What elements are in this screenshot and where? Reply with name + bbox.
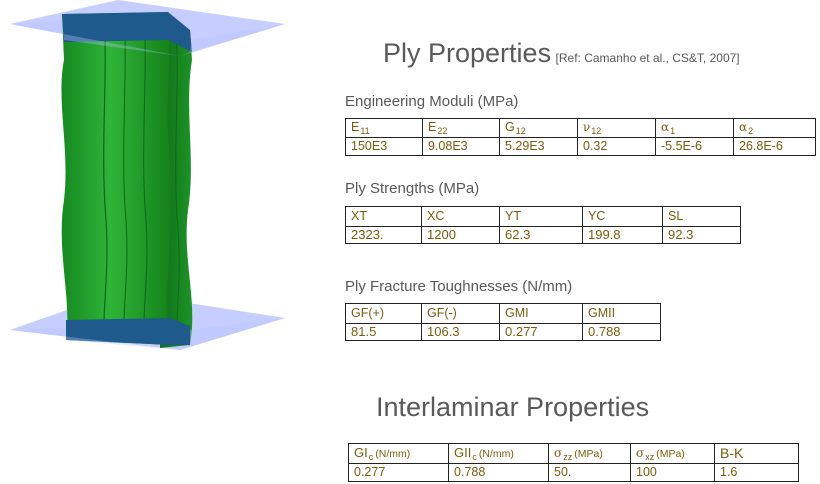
fracture-toughness-label: Ply Fracture Toughnesses (N/mm) bbox=[345, 278, 573, 295]
value-cell: 0.277 bbox=[348, 463, 449, 482]
header-cell: G12 bbox=[499, 118, 578, 138]
table-value-row: 150E3 9.08E3 5.29E3 0.32 -5.5E-6 26.8E-6 bbox=[345, 137, 816, 156]
header-cell: B-K bbox=[714, 443, 799, 464]
fracture-toughness-table: GF(+) GF(-) GMI GMII 81.5 106.3 0.277 0.… bbox=[345, 303, 661, 341]
value-cell: 1.6 bbox=[714, 463, 799, 482]
engineering-moduli-table: E11 E22 G12 ν12 α1 α2 150E3 9.08E3 5.29E… bbox=[345, 118, 816, 156]
value-cell: 0.788 bbox=[448, 463, 549, 482]
value-cell: 62.3 bbox=[499, 226, 583, 244]
header-cell: E22 bbox=[422, 118, 500, 138]
header-cell: SL bbox=[662, 206, 741, 227]
value-cell: 81.5 bbox=[345, 323, 422, 341]
ply-title-text: Ply Properties bbox=[383, 38, 552, 68]
table-header-row: XT XC YT YC SL bbox=[345, 206, 741, 227]
table-header-row: E11 E22 G12 ν12 α1 α2 bbox=[345, 118, 816, 138]
value-cell: 150E3 bbox=[345, 137, 423, 156]
value-cell: 1200 bbox=[421, 226, 500, 244]
value-cell: 9.08E3 bbox=[422, 137, 500, 156]
top-band bbox=[62, 12, 192, 52]
table-value-row: 0.277 0.788 50. 100 1.6 bbox=[348, 463, 799, 482]
value-cell: 2323. bbox=[345, 226, 422, 244]
value-cell: 0.788 bbox=[582, 323, 661, 341]
value-cell: 26.8E-6 bbox=[733, 137, 816, 156]
bottom-band bbox=[66, 318, 190, 345]
value-cell: 50. bbox=[548, 463, 631, 482]
value-cell: 199.8 bbox=[582, 226, 663, 244]
table-value-row: 2323. 1200 62.3 199.8 92.3 bbox=[345, 226, 741, 244]
panel-skin bbox=[61, 12, 172, 345]
table-value-row: 81.5 106.3 0.277 0.788 bbox=[345, 323, 661, 341]
ply-strengths-label: Ply Strengths (MPa) bbox=[345, 180, 480, 197]
ply-strengths-table: XT XC YT YC SL 2323. 1200 62.3 199.8 92.… bbox=[345, 206, 741, 244]
interlaminar-properties-title: Interlaminar Properties bbox=[376, 392, 649, 423]
interlaminar-title-text: Interlaminar Properties bbox=[376, 392, 650, 422]
composite-panel-figure bbox=[10, 0, 285, 350]
value-cell: 92.3 bbox=[662, 226, 741, 244]
value-cell: 5.29E3 bbox=[499, 137, 578, 156]
value-cell: 0.32 bbox=[577, 137, 656, 156]
value-cell: 106.3 bbox=[421, 323, 500, 341]
engineering-moduli-label: Engineering Moduli (MPa) bbox=[345, 93, 519, 110]
header-cell: σzz (MPa) bbox=[548, 443, 631, 464]
header-cell: YT bbox=[499, 206, 583, 227]
reference-text: [Ref: Camanho et al., CS&T, 2007] bbox=[555, 51, 740, 65]
table-header-row: GIc (N/mm) GIIc (N/mm) σzz (MPa) σxz (MPa) B… bbox=[348, 443, 799, 464]
table-header-row: GF(+) GF(-) GMI GMII bbox=[345, 303, 661, 324]
header-cell: ν12 bbox=[577, 118, 656, 138]
header-cell: YC bbox=[582, 206, 663, 227]
header-cell: E11 bbox=[345, 118, 423, 138]
header-cell: XT bbox=[345, 206, 422, 227]
header-cell: GMII bbox=[582, 303, 661, 324]
header-cell: GIc (N/mm) bbox=[348, 443, 449, 464]
header-cell: GMI bbox=[499, 303, 583, 324]
interlaminar-table: GIc (N/mm) GIIc (N/mm) σzz (MPa) σxz (MPa) B… bbox=[348, 443, 799, 482]
header-cell: σxz (MPa) bbox=[630, 443, 715, 464]
header-cell: GF(+) bbox=[345, 303, 422, 324]
header-cell: α2 bbox=[733, 118, 816, 138]
header-cell: α1 bbox=[655, 118, 734, 138]
header-cell: GF(-) bbox=[421, 303, 500, 324]
value-cell: 100 bbox=[630, 463, 715, 482]
header-cell: GIIc (N/mm) bbox=[448, 443, 549, 464]
value-cell: 0.277 bbox=[499, 323, 583, 341]
value-cell: -5.5E-6 bbox=[655, 137, 734, 156]
header-cell: XC bbox=[421, 206, 500, 227]
ply-properties-title: Ply Properties [Ref: Camanho et al., CS&… bbox=[383, 38, 740, 69]
